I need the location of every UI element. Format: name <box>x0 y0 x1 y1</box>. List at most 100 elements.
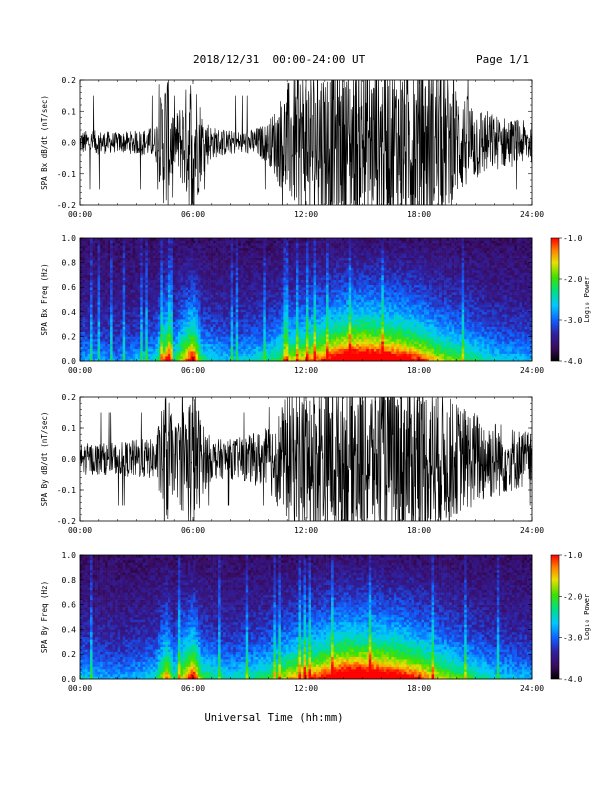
heatmap-cell <box>132 238 136 241</box>
heatmap-cell <box>132 319 136 322</box>
heatmap-cell <box>155 267 159 271</box>
heatmap-cell <box>218 356 221 359</box>
heatmap-cell <box>253 257 257 261</box>
heatmap-cell <box>152 250 156 254</box>
heatmap-cell <box>306 269 309 273</box>
heatmap-cell <box>160 289 164 293</box>
heatmap-cell <box>135 292 139 295</box>
heatmap-cell <box>127 289 131 293</box>
heatmap-cell <box>90 274 93 278</box>
heatmap-cell <box>263 292 267 295</box>
heatmap-cell <box>160 297 164 300</box>
heatmap-cell <box>122 301 126 305</box>
heatmap-cell <box>190 329 194 332</box>
heatmap-cell <box>295 306 299 310</box>
heatmap-cell <box>225 257 229 261</box>
heatmap-cell <box>110 351 113 354</box>
heatmap-cell <box>283 265 287 268</box>
heatmap-cell <box>210 282 214 286</box>
heatmap-cell <box>228 326 231 330</box>
heatmap-cell <box>190 324 194 327</box>
heatmap-cell <box>90 245 93 249</box>
heatmap-cell <box>318 319 322 322</box>
heatmap-cell <box>318 297 322 300</box>
heatmap-cell <box>311 338 314 342</box>
heatmap-cell <box>240 353 244 357</box>
heatmap-cell <box>95 272 98 276</box>
heatmap-cell <box>321 311 324 315</box>
heatmap-cell <box>150 272 154 276</box>
heatmap-cell <box>170 289 174 293</box>
heatmap-cell <box>238 314 242 318</box>
heatmap-cell <box>132 297 136 300</box>
heatmap-cell <box>243 311 247 315</box>
heatmap-cell <box>295 240 299 244</box>
heatmap-cell <box>193 255 196 258</box>
heatmap-cell <box>150 326 154 330</box>
heatmap-cell <box>278 284 282 288</box>
heatmap-cell <box>215 240 219 244</box>
heatmap-cell <box>92 265 96 268</box>
heatmap-cell <box>155 294 159 298</box>
heatmap-cell <box>220 260 224 263</box>
heatmap-cell <box>107 272 111 276</box>
heatmap-cell <box>170 304 174 308</box>
heatmap-cell <box>270 279 274 283</box>
heatmap-cell <box>177 279 181 283</box>
heatmap-cell <box>155 240 159 244</box>
heatmap-cell <box>253 331 257 335</box>
heatmap-cell <box>92 331 96 335</box>
heatmap-cell <box>125 346 129 349</box>
heatmap-cell <box>195 262 199 266</box>
heatmap-cell <box>215 269 219 273</box>
heatmap-cell <box>323 321 327 325</box>
heatmap-cell <box>90 260 93 263</box>
heatmap-cell <box>127 257 131 261</box>
heatmap-cell <box>160 257 164 261</box>
heatmap-cell <box>303 329 307 332</box>
heatmap-cell <box>140 274 144 278</box>
heatmap-cell <box>147 279 151 283</box>
heatmap-cell <box>213 326 216 330</box>
heatmap-cell <box>235 329 239 332</box>
heatmap-cell <box>162 311 166 315</box>
heatmap-cell <box>135 316 139 320</box>
heatmap-cell <box>177 289 181 293</box>
heatmap-cell <box>142 341 146 345</box>
heatmap-cell <box>122 351 126 354</box>
heatmap-cell <box>140 255 144 258</box>
heatmap-cell <box>270 324 274 327</box>
heatmap-cell <box>140 284 144 288</box>
heatmap-cell <box>120 311 123 315</box>
heatmap-cell <box>80 282 83 286</box>
heatmap-cell <box>275 240 279 244</box>
heatmap-cell <box>225 255 229 258</box>
heatmap-cell <box>120 277 123 281</box>
heatmap-cell <box>293 316 297 320</box>
heatmap-cell <box>80 274 83 278</box>
heatmap-cell <box>240 326 244 330</box>
heatmap-cell <box>293 304 297 308</box>
heatmap-cell <box>215 358 219 362</box>
heatmap-cell <box>203 321 206 325</box>
heatmap-cell <box>273 297 277 300</box>
heatmap-cell <box>225 316 229 320</box>
heatmap-cell <box>175 252 179 256</box>
heatmap-cell <box>285 353 289 357</box>
heatmap-cell <box>85 329 88 332</box>
heatmap-cell <box>235 333 239 337</box>
heatmap-cell <box>203 348 206 352</box>
heatmap-cell <box>213 265 216 268</box>
heatmap-cell <box>253 319 257 322</box>
heatmap-cell <box>260 314 264 318</box>
heatmap-cell <box>105 257 108 261</box>
heatmap-cell <box>313 314 317 318</box>
heatmap-cell <box>135 331 139 335</box>
heatmap-cell <box>316 262 319 266</box>
page-indicator: Page 1/1 <box>476 53 529 66</box>
heatmap-cell <box>318 265 322 268</box>
heatmap-cell <box>233 319 236 322</box>
heatmap-cell <box>208 279 211 283</box>
heatmap-cell <box>235 326 239 330</box>
